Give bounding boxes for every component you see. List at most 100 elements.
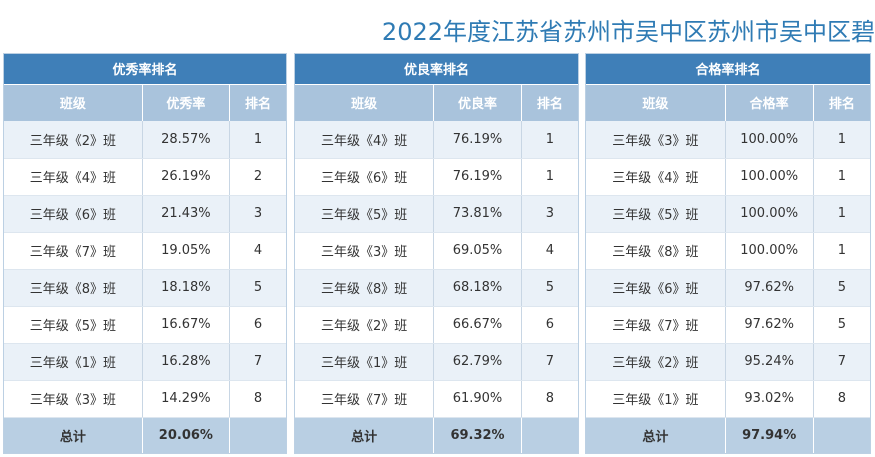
rank-cell: 1: [521, 121, 578, 159]
table-row: 三年级《1》班 16.28% 7: [4, 343, 286, 381]
column-header: 班级: [586, 84, 726, 121]
column-header: 排名: [813, 84, 870, 121]
class-name-cell: 三年级《8》班: [295, 269, 435, 307]
rank-cell: 4: [521, 232, 578, 270]
rank-cell: 5: [813, 306, 870, 344]
rate-cell: 100.00%: [725, 232, 814, 270]
class-name-cell: 三年级《6》班: [4, 195, 143, 233]
rate-cell: 95.24%: [725, 343, 814, 381]
rank-cell: 5: [813, 269, 870, 307]
total-label-cell: 总计: [295, 417, 435, 453]
rank-cell: 1: [813, 232, 870, 270]
table-caption: 优良率排名: [295, 54, 578, 85]
column-header: 班级: [295, 84, 435, 121]
ranking-table: 优秀率排名 班级 优秀率 排名 三年级《2》班 28.57% 1 三年级《4》班 26.19% 2…: [4, 54, 286, 453]
class-name-cell: 三年级《4》班: [295, 121, 435, 159]
total-rank-cell: [813, 417, 870, 453]
class-name-cell: 三年级《4》班: [4, 158, 143, 196]
rank-cell: 2: [229, 158, 286, 196]
table-row: 三年级《7》班 61.90% 8: [295, 380, 578, 418]
rate-cell: 16.67%: [142, 306, 231, 344]
total-rate-cell: 97.94%: [725, 417, 814, 453]
class-name-cell: 三年级《2》班: [295, 306, 435, 344]
rank-cell: 8: [521, 380, 578, 418]
total-row: 总计 69.32%: [295, 417, 578, 453]
page-title: 2022年度江苏省苏州市吴中区苏州市吴中区碧: [381, 18, 875, 46]
ranking-table: 合格率排名 班级 合格率 排名 三年级《3》班 100.00% 1 三年级《4》班 100.00…: [586, 54, 870, 453]
total-rate-cell: 69.32%: [433, 417, 522, 453]
total-rank-cell: [521, 417, 578, 453]
rate-cell: 66.67%: [433, 306, 522, 344]
column-header: 合格率: [725, 84, 814, 121]
table-row: 三年级《2》班 66.67% 6: [295, 306, 578, 344]
rate-cell: 69.05%: [433, 232, 522, 270]
class-name-cell: 三年级《2》班: [586, 343, 726, 381]
class-name-cell: 三年级《4》班: [586, 158, 726, 196]
total-rate-cell: 20.06%: [142, 417, 231, 453]
rank-cell: 6: [229, 306, 286, 344]
rank-cell: 3: [229, 195, 286, 233]
rate-cell: 62.79%: [433, 343, 522, 381]
column-header: 班级: [4, 84, 143, 121]
table-caption: 合格率排名: [586, 54, 870, 85]
class-name-cell: 三年级《7》班: [4, 232, 143, 270]
rate-cell: 100.00%: [725, 158, 814, 196]
rate-cell: 97.62%: [725, 306, 814, 344]
rate-cell: 73.81%: [433, 195, 522, 233]
rate-cell: 100.00%: [725, 121, 814, 159]
class-name-cell: 三年级《6》班: [295, 158, 435, 196]
rank-cell: 1: [521, 158, 578, 196]
rank-cell: 7: [229, 343, 286, 381]
class-name-cell: 三年级《5》班: [4, 306, 143, 344]
good-rate-panel: 优良率排名 班级 优良率 排名 三年级《4》班 76.19% 1 三年级《6》班 76.19% 1…: [294, 53, 579, 454]
table-row: 三年级《4》班 100.00% 1: [586, 158, 870, 196]
table-row: 三年级《6》班 76.19% 1: [295, 158, 578, 196]
class-name-cell: 三年级《1》班: [4, 343, 143, 381]
table-row: 三年级《4》班 26.19% 2: [4, 158, 286, 196]
rank-cell: 6: [521, 306, 578, 344]
table-row: 三年级《3》班 14.29% 8: [4, 380, 286, 418]
rate-cell: 14.29%: [142, 380, 231, 418]
table-row: 三年级《7》班 19.05% 4: [4, 232, 286, 270]
rank-cell: 1: [813, 121, 870, 159]
table-row: 三年级《3》班 100.00% 1: [586, 121, 870, 159]
total-rank-cell: [229, 417, 286, 453]
table-row: 三年级《1》班 62.79% 7: [295, 343, 578, 381]
total-label-cell: 总计: [586, 417, 726, 453]
table-row: 三年级《2》班 95.24% 7: [586, 343, 870, 381]
class-name-cell: 三年级《5》班: [586, 195, 726, 233]
rate-cell: 68.18%: [433, 269, 522, 307]
table-row: 三年级《8》班 100.00% 1: [586, 232, 870, 270]
column-header: 排名: [521, 84, 578, 121]
table-caption: 优秀率排名: [4, 54, 286, 85]
table-row: 三年级《6》班 21.43% 3: [4, 195, 286, 233]
class-name-cell: 三年级《3》班: [295, 232, 435, 270]
rate-cell: 28.57%: [142, 121, 231, 159]
table-row: 三年级《3》班 69.05% 4: [295, 232, 578, 270]
table-row: 三年级《5》班 73.81% 3: [295, 195, 578, 233]
pass-rate-panel: 合格率排名 班级 合格率 排名 三年级《3》班 100.00% 1 三年级《4》班 100.00…: [585, 53, 871, 454]
class-name-cell: 三年级《6》班: [586, 269, 726, 307]
rate-cell: 61.90%: [433, 380, 522, 418]
class-name-cell: 三年级《5》班: [295, 195, 435, 233]
rank-cell: 3: [521, 195, 578, 233]
table-row: 三年级《5》班 16.67% 6: [4, 306, 286, 344]
total-row: 总计 20.06%: [4, 417, 286, 453]
table-row: 三年级《7》班 97.62% 5: [586, 306, 870, 344]
class-name-cell: 三年级《8》班: [4, 269, 143, 307]
rate-cell: 100.00%: [725, 195, 814, 233]
total-row: 总计 97.94%: [586, 417, 870, 453]
excellence-rate-panel: 优秀率排名 班级 优秀率 排名 三年级《2》班 28.57% 1 三年级《4》班 26.19% 2…: [3, 53, 287, 454]
rate-cell: 16.28%: [142, 343, 231, 381]
total-label-cell: 总计: [4, 417, 143, 453]
rank-cell: 8: [813, 380, 870, 418]
ranking-table: 优良率排名 班级 优良率 排名 三年级《4》班 76.19% 1 三年级《6》班 76.19% 1…: [295, 54, 578, 453]
class-name-cell: 三年级《1》班: [295, 343, 435, 381]
rank-cell: 5: [229, 269, 286, 307]
table-row: 三年级《2》班 28.57% 1: [4, 121, 286, 159]
rate-cell: 26.19%: [142, 158, 231, 196]
rate-cell: 18.18%: [142, 269, 231, 307]
rank-cell: 7: [521, 343, 578, 381]
column-header: 优秀率: [142, 84, 231, 121]
rank-cell: 5: [521, 269, 578, 307]
